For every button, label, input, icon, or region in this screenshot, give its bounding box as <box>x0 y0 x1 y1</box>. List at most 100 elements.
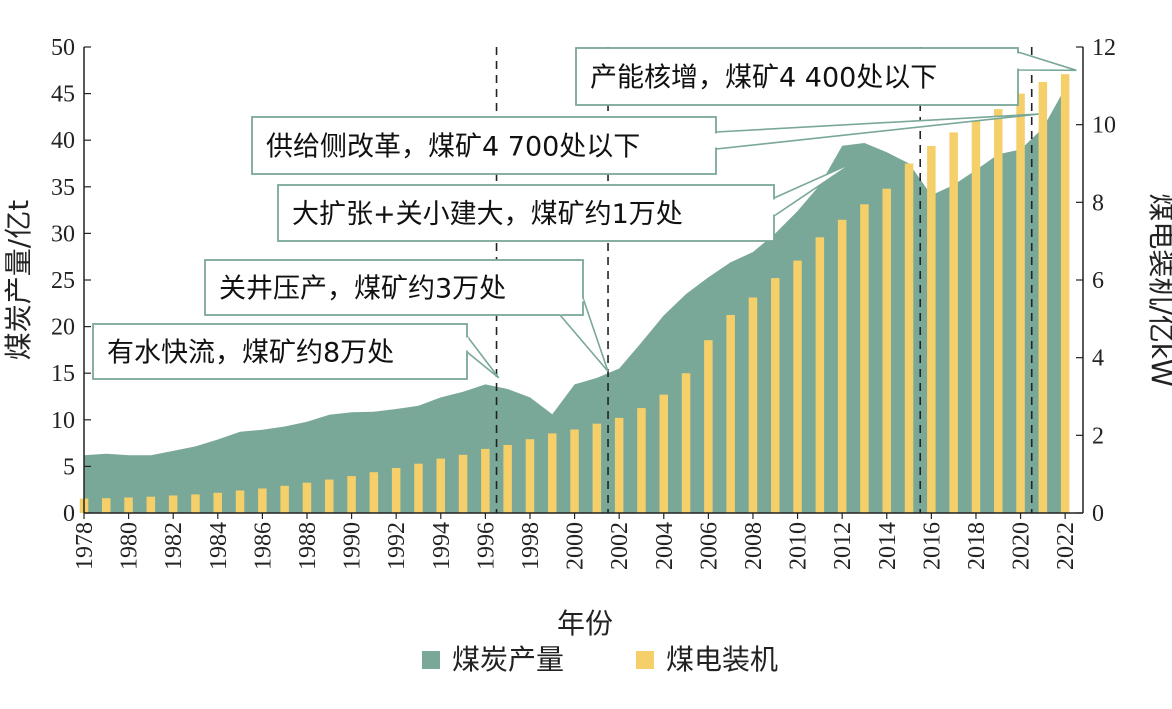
callout-label-4: 供给侧改革，煤矿4 700处以下 <box>266 132 640 163</box>
x-tick-label-2002: 2002 <box>607 522 633 570</box>
y-right-tick-label-2: 2 <box>1092 423 1104 449</box>
y-left-tick-label-5: 5 <box>63 454 75 480</box>
callout-box-4 <box>251 116 717 175</box>
capacity-bar-2012 <box>837 219 847 514</box>
y-right-tick-label-4: 4 <box>1092 346 1104 372</box>
y-left-tick-label-30: 30 <box>51 221 75 247</box>
x-tick-label-1996: 1996 <box>473 522 499 570</box>
capacity-bar-2001 <box>592 423 602 513</box>
capacity-bar-2019 <box>994 109 1003 513</box>
capacity-bar-1984 <box>213 492 222 513</box>
callout-label-5: 产能核增，煤矿4 400处以下 <box>590 63 937 94</box>
callout-box-1 <box>92 323 468 380</box>
capacity-bar-1987 <box>280 485 289 513</box>
capacity-bar-2014 <box>882 188 891 513</box>
y-left-tick-label-25: 25 <box>51 268 75 294</box>
capacity-bar-2005 <box>681 373 691 513</box>
capacity-bar-2011 <box>815 237 825 514</box>
capacity-bar-1981 <box>146 496 156 513</box>
capacity-bar-1992 <box>391 468 401 513</box>
capacity-bar-2013 <box>860 204 869 514</box>
capacity-bar-1982 <box>168 495 178 513</box>
capacity-bar-2022 <box>1060 74 1070 513</box>
y-left-tick-label-10: 10 <box>51 408 75 434</box>
y-axis-right-title: 煤电装机/亿kW <box>1145 193 1172 386</box>
callout-pointer-1 <box>466 333 500 379</box>
capacity-bar-2008 <box>748 297 758 513</box>
callout-label-3: 大扩张+关小建大，煤矿约1万处 <box>292 199 683 230</box>
legend-label-production: 煤炭产量 <box>452 643 564 676</box>
capacity-bar-2003 <box>637 408 646 513</box>
capacity-bar-1993 <box>414 463 423 513</box>
capacity-bar-1994 <box>436 458 445 513</box>
x-tick-label-2008: 2008 <box>741 522 767 570</box>
legend: 煤炭产量 煤电装机 <box>422 643 778 676</box>
capacity-bar-2018 <box>971 120 981 514</box>
y-left-tick-label-35: 35 <box>51 175 75 201</box>
y-right-tick-label-12: 12 <box>1092 35 1116 61</box>
y-right-tick-label-0: 0 <box>1092 501 1104 527</box>
capacity-bar-2002 <box>614 417 624 513</box>
y-right-tick-label-6: 6 <box>1092 268 1104 294</box>
capacity-bar-1990 <box>347 476 356 513</box>
x-tick-label-2012: 2012 <box>830 522 856 570</box>
y-left-tick-label-50: 50 <box>51 35 75 61</box>
capacity-bar-layer <box>79 74 1070 514</box>
capacity-bar-1983 <box>191 494 200 513</box>
callout-box-5 <box>575 47 1019 106</box>
capacity-bar-2007 <box>726 315 735 513</box>
capacity-bar-2000 <box>570 429 579 513</box>
x-tick-label-1984: 1984 <box>206 522 232 570</box>
x-tick-label-2020: 2020 <box>1009 522 1035 570</box>
callout-label-2: 关井压产，煤矿约3万处 <box>219 274 506 305</box>
capacity-bar-2009 <box>771 278 780 513</box>
callout-pointer-4 <box>715 113 1039 150</box>
x-tick-label-1982: 1982 <box>161 522 187 570</box>
x-tick-label-2010: 2010 <box>786 522 812 570</box>
x-axis-title: 年份 <box>557 607 613 640</box>
x-tick-label-2022: 2022 <box>1053 522 1079 570</box>
x-tick-label-2018: 2018 <box>964 522 990 570</box>
legend-swatch-capacity <box>636 651 654 669</box>
capacity-bar-1997 <box>503 445 512 513</box>
axes: 0 5 10 15 20 25 30 35 40 45 50 0 2 4 6 8 10 12 1978 1980 198… <box>51 35 1116 570</box>
capacity-bar-1989 <box>325 479 334 513</box>
capacity-bar-2020 <box>1016 93 1025 513</box>
legend-swatch-production <box>422 651 440 669</box>
callout-box-3 <box>277 184 775 242</box>
x-tick-label-2006: 2006 <box>696 522 722 570</box>
x-tick-label-1986: 1986 <box>250 522 276 570</box>
x-tick-label-1992: 1992 <box>384 522 410 570</box>
callout-join-2 <box>559 298 584 315</box>
y-left-tick-label-20: 20 <box>51 315 75 341</box>
legend-label-capacity: 煤电装机 <box>666 643 778 676</box>
x-tick-label-1978: 1978 <box>72 522 98 570</box>
capacity-bar-2021 <box>1038 82 1048 513</box>
capacity-bar-1980 <box>124 497 133 513</box>
x-tick-label-1980: 1980 <box>117 522 143 570</box>
capacity-bar-2010 <box>793 260 802 513</box>
capacity-bar-2015 <box>904 163 914 513</box>
x-tick-label-2004: 2004 <box>652 522 678 570</box>
capacity-bar-2017 <box>949 132 958 513</box>
x-tick-label-1994: 1994 <box>429 522 455 570</box>
y-left-tick-label-40: 40 <box>51 128 75 154</box>
y-right-tick-label-10: 10 <box>1092 113 1116 139</box>
x-tick-label-2016: 2016 <box>919 522 945 570</box>
capacity-bar-1988 <box>302 482 312 513</box>
capacity-bar-1999 <box>548 433 557 513</box>
capacity-bar-1995 <box>458 454 468 514</box>
callout-label-1: 有水快流，煤矿约8万处 <box>107 338 394 369</box>
x-tick-label-1990: 1990 <box>340 522 366 570</box>
capacity-bar-1986 <box>258 488 267 513</box>
x-tick-label-2014: 2014 <box>875 522 901 570</box>
callout-pointer-5 <box>1017 50 1077 72</box>
y-left-tick-label-0: 0 <box>63 501 75 527</box>
x-tick-label-1988: 1988 <box>295 522 321 570</box>
capacity-bar-2016 <box>927 146 936 513</box>
capacity-bar-1979 <box>102 498 111 513</box>
y-right-tick-label-8: 8 <box>1092 190 1104 216</box>
x-tick-label-2000: 2000 <box>563 522 589 570</box>
y-left-tick-label-15: 15 <box>51 361 75 387</box>
